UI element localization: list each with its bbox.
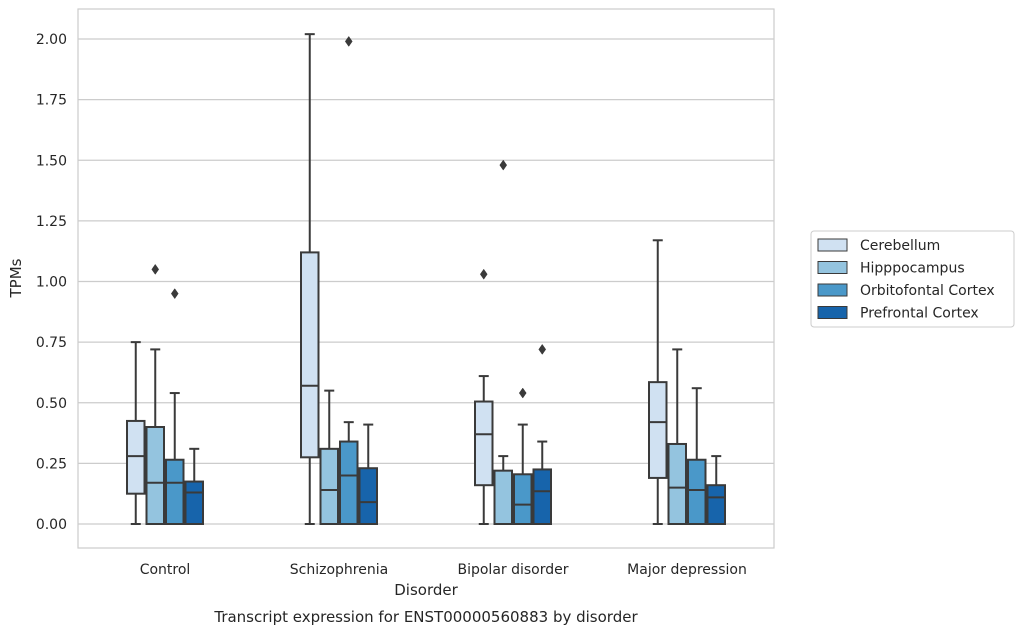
legend: Cerebellum Hipppocampus Orbitofontal Corte…	[810, 230, 1015, 328]
legend-swatch	[817, 283, 848, 297]
legend-frame	[810, 230, 1015, 328]
outlier-point	[479, 268, 488, 280]
y-tick-label: 1.25	[36, 214, 67, 230]
plot-frame	[77, 8, 775, 549]
box-iqr	[184, 480, 204, 525]
legend-label: Orbitofontal Cortex	[860, 283, 995, 299]
box-iqr	[532, 468, 552, 525]
box-hipppocampus	[319, 389, 339, 526]
box-orbitofontal-cortex	[513, 387, 533, 526]
box-iqr	[165, 458, 185, 525]
y-axis-label: TPMs	[7, 258, 25, 298]
x-tick-label: Major depression	[627, 562, 747, 578]
box-iqr	[667, 442, 687, 526]
box-prefrontal-cortex	[184, 447, 204, 525]
box-iqr	[687, 458, 707, 525]
x-tick-label: Schizophrenia	[290, 562, 388, 578]
boxes-layer	[126, 33, 726, 526]
y-tick-label: 0.75	[36, 335, 67, 351]
box-cerebellum	[648, 239, 668, 525]
box-orbitofontal-cortex	[687, 387, 707, 525]
box-iqr	[474, 400, 494, 487]
box-orbitofontal-cortex	[165, 288, 185, 525]
box-iqr	[493, 469, 513, 525]
outlier-point	[170, 288, 179, 300]
outlier-point	[151, 263, 160, 275]
box-iqr	[126, 419, 146, 495]
box-iqr	[145, 426, 165, 525]
box-prefrontal-cortex	[532, 343, 552, 525]
legend-swatch	[817, 238, 848, 252]
box-iqr	[358, 467, 378, 526]
outlier-point	[344, 35, 353, 47]
box-iqr	[648, 381, 668, 479]
x-axis-label: Disorder	[394, 581, 458, 599]
chart-title: Transcript expression for ENST0000056088…	[213, 608, 638, 626]
box-cerebellum	[300, 33, 320, 525]
box-iqr	[706, 484, 726, 526]
box-iqr	[513, 473, 533, 526]
y-axis-ticks: 0.00 0.25 0.50 0.75 1.00 1.25 1.50 1.75 2.00	[36, 32, 67, 533]
y-tick-label: 0.50	[36, 396, 67, 412]
box-hipppocampus	[667, 348, 687, 526]
box-iqr	[300, 251, 320, 459]
y-tick-label: 0.25	[36, 456, 67, 472]
box-orbitofontal-cortex	[339, 35, 359, 525]
box-prefrontal-cortex	[358, 423, 378, 526]
x-tick-label: Control	[140, 562, 191, 578]
legend-swatch	[817, 261, 848, 274]
y-tick-label: 2.00	[36, 32, 67, 48]
box-hipppocampus	[145, 263, 165, 525]
legend-label: Prefrontal Cortex	[860, 306, 979, 322]
legend-label: Hipppocampus	[860, 261, 965, 277]
box-prefrontal-cortex	[706, 455, 726, 526]
box-iqr	[339, 440, 359, 525]
legend-label: Cerebellum	[860, 238, 940, 254]
box-cerebellum	[126, 341, 146, 525]
outlier-point	[499, 159, 508, 171]
y-tick-label: 0.00	[36, 517, 67, 533]
outlier-point	[518, 387, 527, 399]
legend-swatch	[817, 306, 848, 319]
box-cerebellum	[474, 268, 494, 525]
x-axis-ticks: Control Schizophrenia Bipolar disorder Majo…	[140, 562, 747, 578]
y-tick-label: 1.50	[36, 153, 67, 169]
box-hipppocampus	[493, 159, 513, 525]
outlier-point	[538, 343, 547, 355]
y-tick-label: 1.75	[36, 93, 67, 109]
box-iqr	[319, 447, 339, 526]
x-tick-label: Bipolar disorder	[457, 562, 568, 578]
y-tick-label: 1.00	[36, 275, 67, 291]
